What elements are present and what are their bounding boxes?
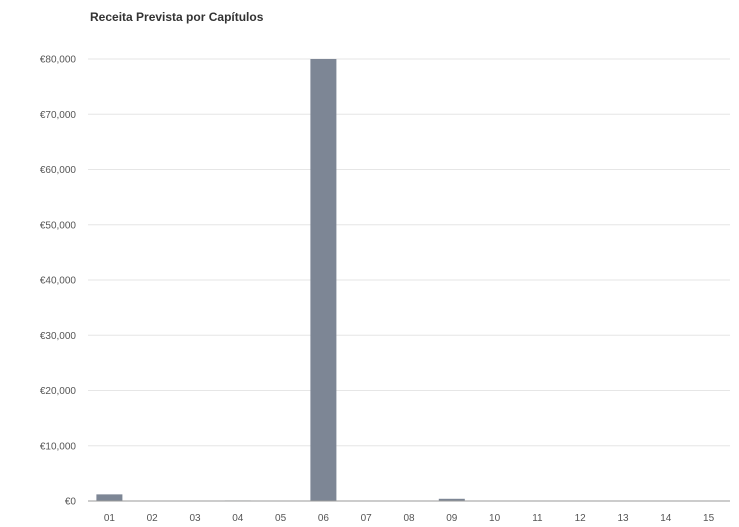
y-axis-ticks: €0 €10,000 €20,000 €30,000 €40,000 €50,000 €60… bbox=[40, 55, 77, 508]
x-tick-label: 04 bbox=[232, 513, 244, 524]
x-tick-label: 02 bbox=[147, 513, 159, 524]
x-axis-ticks: 01 02 03 04 05 06 07 08 09 10 11 12 13 14 15 bbox=[104, 513, 715, 524]
bar-09 bbox=[438, 498, 465, 501]
y-tick-label: €40,000 bbox=[40, 276, 77, 287]
y-tick-label: €70,000 bbox=[40, 110, 77, 121]
gridlines bbox=[88, 58, 730, 447]
bar-01 bbox=[96, 494, 123, 501]
y-tick-label: €60,000 bbox=[40, 165, 77, 176]
x-tick-label: 14 bbox=[660, 513, 672, 524]
x-tick-label: 03 bbox=[189, 513, 201, 524]
y-tick-label: €50,000 bbox=[40, 220, 77, 231]
y-tick-label: €80,000 bbox=[40, 55, 77, 66]
x-tick-label: 07 bbox=[361, 513, 373, 524]
chart-title: Receita Prevista por Capítulos bbox=[90, 10, 264, 24]
x-tick-label: 05 bbox=[275, 513, 287, 524]
y-tick-label: €10,000 bbox=[40, 441, 77, 452]
x-tick-label: 10 bbox=[489, 513, 501, 524]
bars bbox=[96, 59, 465, 502]
x-tick-label: 11 bbox=[532, 513, 543, 524]
x-tick-label: 08 bbox=[403, 513, 415, 524]
y-tick-label: €30,000 bbox=[40, 331, 77, 342]
x-tick-label: 12 bbox=[575, 513, 587, 524]
x-tick-label: 06 bbox=[318, 513, 330, 524]
x-tick-label: 01 bbox=[104, 513, 116, 524]
x-tick-label: 13 bbox=[617, 513, 629, 524]
x-tick-label: 09 bbox=[446, 513, 458, 524]
bar-06 bbox=[310, 59, 337, 501]
y-tick-label: €20,000 bbox=[40, 386, 77, 397]
y-tick-label: €0 bbox=[65, 497, 77, 508]
x-tick-label: 15 bbox=[703, 513, 715, 524]
